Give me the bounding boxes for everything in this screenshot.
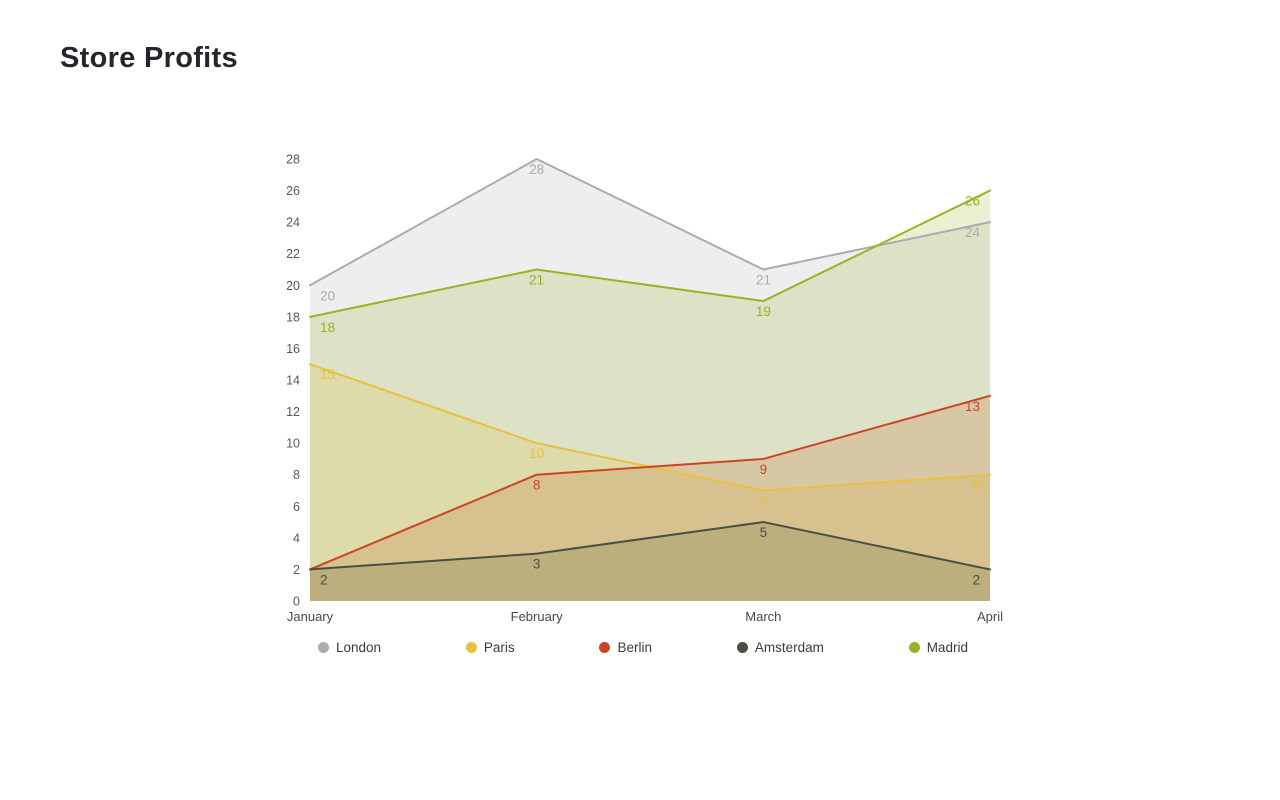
area-fill-amsterdam [310,522,990,601]
area-fill-london [310,159,990,601]
data-label-london: 21 [756,273,771,288]
y-axis-tick-label: 16 [286,342,300,356]
y-axis-tick-label: 28 [286,153,300,167]
y-axis-tick-label: 18 [286,310,300,324]
y-axis-tick-label: 24 [286,216,300,230]
area-fill-berlin [310,395,990,601]
y-axis-tick-label: 10 [286,437,300,451]
data-label-amsterdam: 3 [533,557,541,572]
data-label-amsterdam: 5 [760,525,768,540]
x-axis-label: February [511,609,564,624]
series-line-madrid [309,189,991,318]
x-axis-label: April [977,609,1003,624]
legend-marker-madrid-icon [908,642,920,654]
x-axis-label: January [287,609,334,624]
data-label-madrid: 21 [529,273,544,288]
chart-legend: London Paris Berlin Amsterdam Madrid [318,641,968,655]
series-line-amsterdam [309,521,991,571]
page-title: Store Profits [60,42,238,74]
legend-label: Berlin [617,640,652,655]
series-line-berlin [309,394,991,571]
y-axis-tick-label: 20 [286,279,300,293]
legend-marker-paris-icon [465,642,477,654]
y-axis-tick-label: 6 [293,500,300,514]
data-label-london: 28 [529,162,544,177]
legend-item-paris[interactable]: Paris [465,640,515,655]
data-label-london: 24 [965,225,981,240]
y-axis-tick-label: 14 [286,374,300,388]
legend-marker-amsterdam-icon [736,642,748,654]
y-axis-tick-label: 2 [293,563,300,577]
y-axis-tick-label: 26 [286,184,300,198]
data-label-amsterdam: 2 [972,572,980,587]
x-axis-label: March [745,609,781,624]
legend-label: Paris [483,640,515,655]
legend-item-london[interactable]: London [318,641,381,655]
data-label-madrid: 26 [965,194,980,209]
data-label-berlin: 13 [965,399,980,414]
legend-item-madrid[interactable]: Madrid [908,640,968,655]
legend-label: London [336,640,382,655]
data-label-berlin: 8 [533,478,541,493]
y-axis-tick-label: 12 [286,405,300,419]
data-label-paris: 8 [972,478,980,493]
data-label-amsterdam: 2 [320,572,328,587]
y-axis-tick-label: 22 [286,247,300,261]
data-label-madrid: 19 [756,304,771,319]
y-axis-tick-label: 8 [293,468,300,482]
legend-item-berlin[interactable]: Berlin [599,641,652,655]
data-label-paris: 10 [529,446,544,461]
data-label-paris: 7 [760,494,768,509]
legend-marker-berlin-icon [599,642,611,654]
data-label-london: 20 [320,288,335,303]
data-label-berlin: 9 [760,462,768,477]
data-label-paris: 15 [320,367,335,382]
legend-marker-london-icon [318,642,329,654]
y-axis-tick-label: 0 [293,595,300,609]
legend-label: Amsterdam [754,640,824,655]
legend-item-amsterdam[interactable]: Amsterdam [736,640,824,655]
legend-label: Madrid [926,640,968,655]
data-label-madrid: 18 [320,320,335,335]
y-axis-tick-label: 4 [293,531,300,545]
